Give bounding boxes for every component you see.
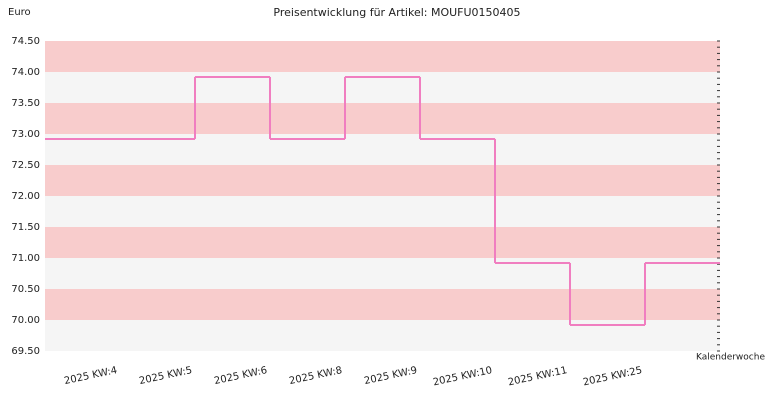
x-tick-label: 2025 KW:10	[432, 365, 493, 388]
grid-band	[45, 289, 720, 320]
x-tick-label: 2025 KW:8	[288, 365, 343, 387]
x-tick-label: 2025 KW:5	[138, 365, 193, 387]
grid-band	[45, 227, 720, 258]
x-tick-label: 2025 KW:4	[63, 365, 118, 387]
y-tick-label: 69.50	[11, 346, 40, 357]
x-tick-label: 2025 KW:9	[363, 365, 418, 387]
grid-band	[45, 196, 720, 227]
grid-band	[45, 41, 720, 72]
y-tick-label: 70.00	[11, 315, 40, 326]
y-tick-label: 73.50	[11, 98, 40, 109]
y-tick-label: 73.00	[11, 129, 40, 140]
grid-band	[45, 103, 720, 134]
x-tick-label: 2025 KW:25	[582, 365, 643, 388]
chart-title: Preisentwicklung für Artikel: MOUFU01504…	[273, 6, 520, 19]
y-tick-label: 74.00	[11, 67, 40, 78]
y-tick-label: 72.50	[11, 160, 40, 171]
x-axis-label: Kalenderwoche	[696, 353, 765, 363]
x-tick-label: 2025 KW:6	[213, 365, 268, 387]
x-tick-label: 2025 KW:11	[507, 365, 568, 388]
y-axis-label: Euro	[8, 7, 31, 18]
y-tick-label: 72.00	[11, 191, 40, 202]
grid-band	[45, 165, 720, 196]
y-tick-label: 74.50	[11, 36, 40, 47]
y-tick-label: 70.50	[11, 284, 40, 295]
y-tick-label: 71.50	[11, 222, 40, 233]
grid-band	[45, 258, 720, 289]
y-tick-label: 71.00	[11, 253, 40, 264]
